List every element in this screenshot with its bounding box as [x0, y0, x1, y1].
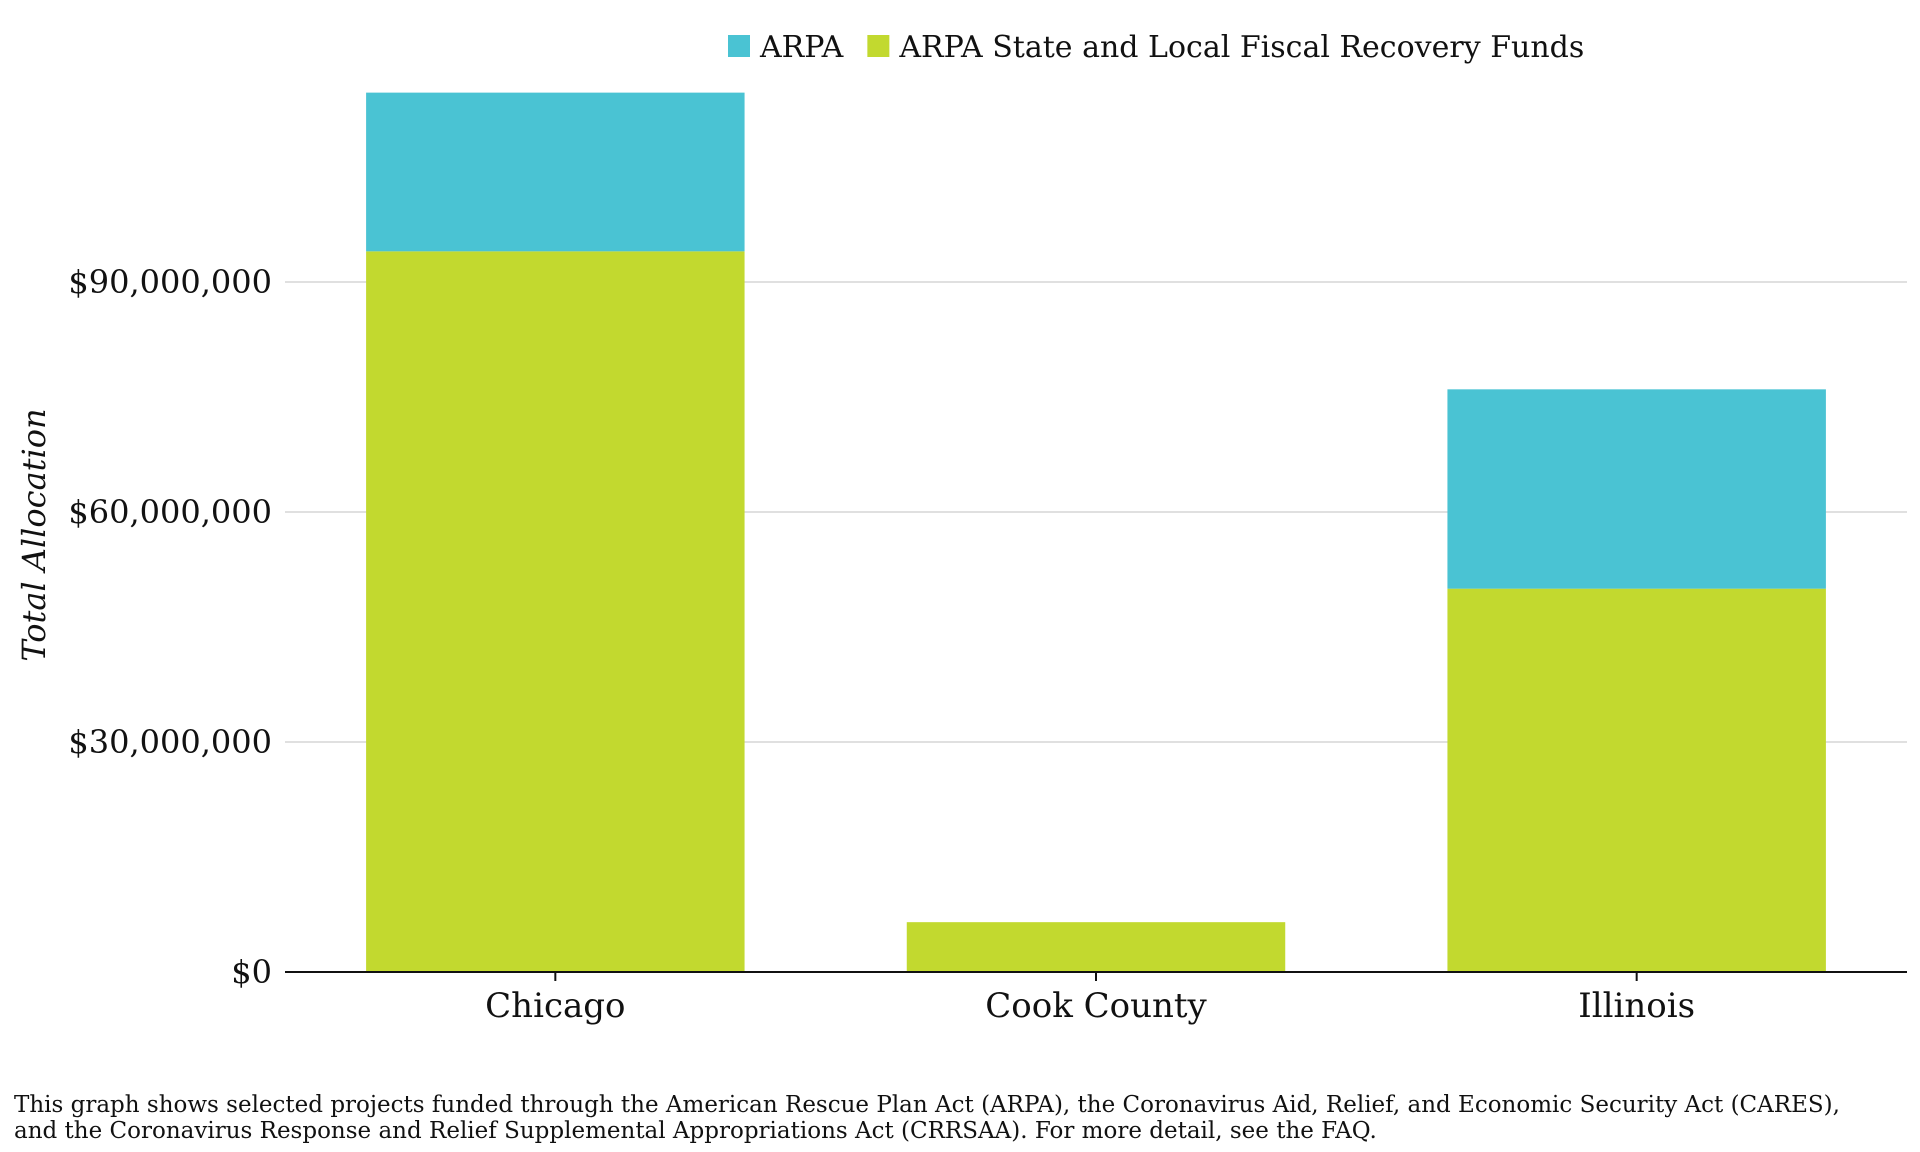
y-axis-title: Total Allocation [15, 408, 53, 661]
legend-label: ARPA State and Local Fiscal Recovery Fun… [898, 30, 1584, 65]
x-tick-label: Illinois [1578, 986, 1695, 1026]
caption-line-2: and the Coronavirus Response and Relief … [14, 1118, 1377, 1144]
legend: ARPA ARPA State and Local Fiscal Recovery… [728, 30, 1584, 65]
bar-segment [1447, 389, 1826, 589]
bar-segment [906, 922, 1286, 972]
x-tick-label: Chicago [485, 986, 625, 1026]
y-tick-label: $30,000,000 [68, 723, 272, 761]
x-tick-label: Cook County [985, 986, 1207, 1026]
y-tick-label: $60,000,000 [68, 493, 272, 531]
bars [366, 92, 1826, 973]
legend-swatch [728, 35, 750, 57]
bar-segment [366, 251, 745, 973]
chart-caption: This graph shows selected projects funde… [14, 1092, 1894, 1144]
y-tick-label: $0 [231, 953, 272, 991]
bar-segment [366, 92, 745, 252]
axes: $0 $30,000,000 $60,000,000 $90,000,000 Chica… [68, 263, 1907, 1026]
y-tick-label: $90,000,000 [68, 263, 272, 301]
legend-swatch [867, 35, 890, 57]
legend-label: ARPA [759, 30, 844, 65]
caption-line-1: This graph shows selected projects funde… [14, 1092, 1840, 1118]
bar-segment [1447, 588, 1826, 972]
